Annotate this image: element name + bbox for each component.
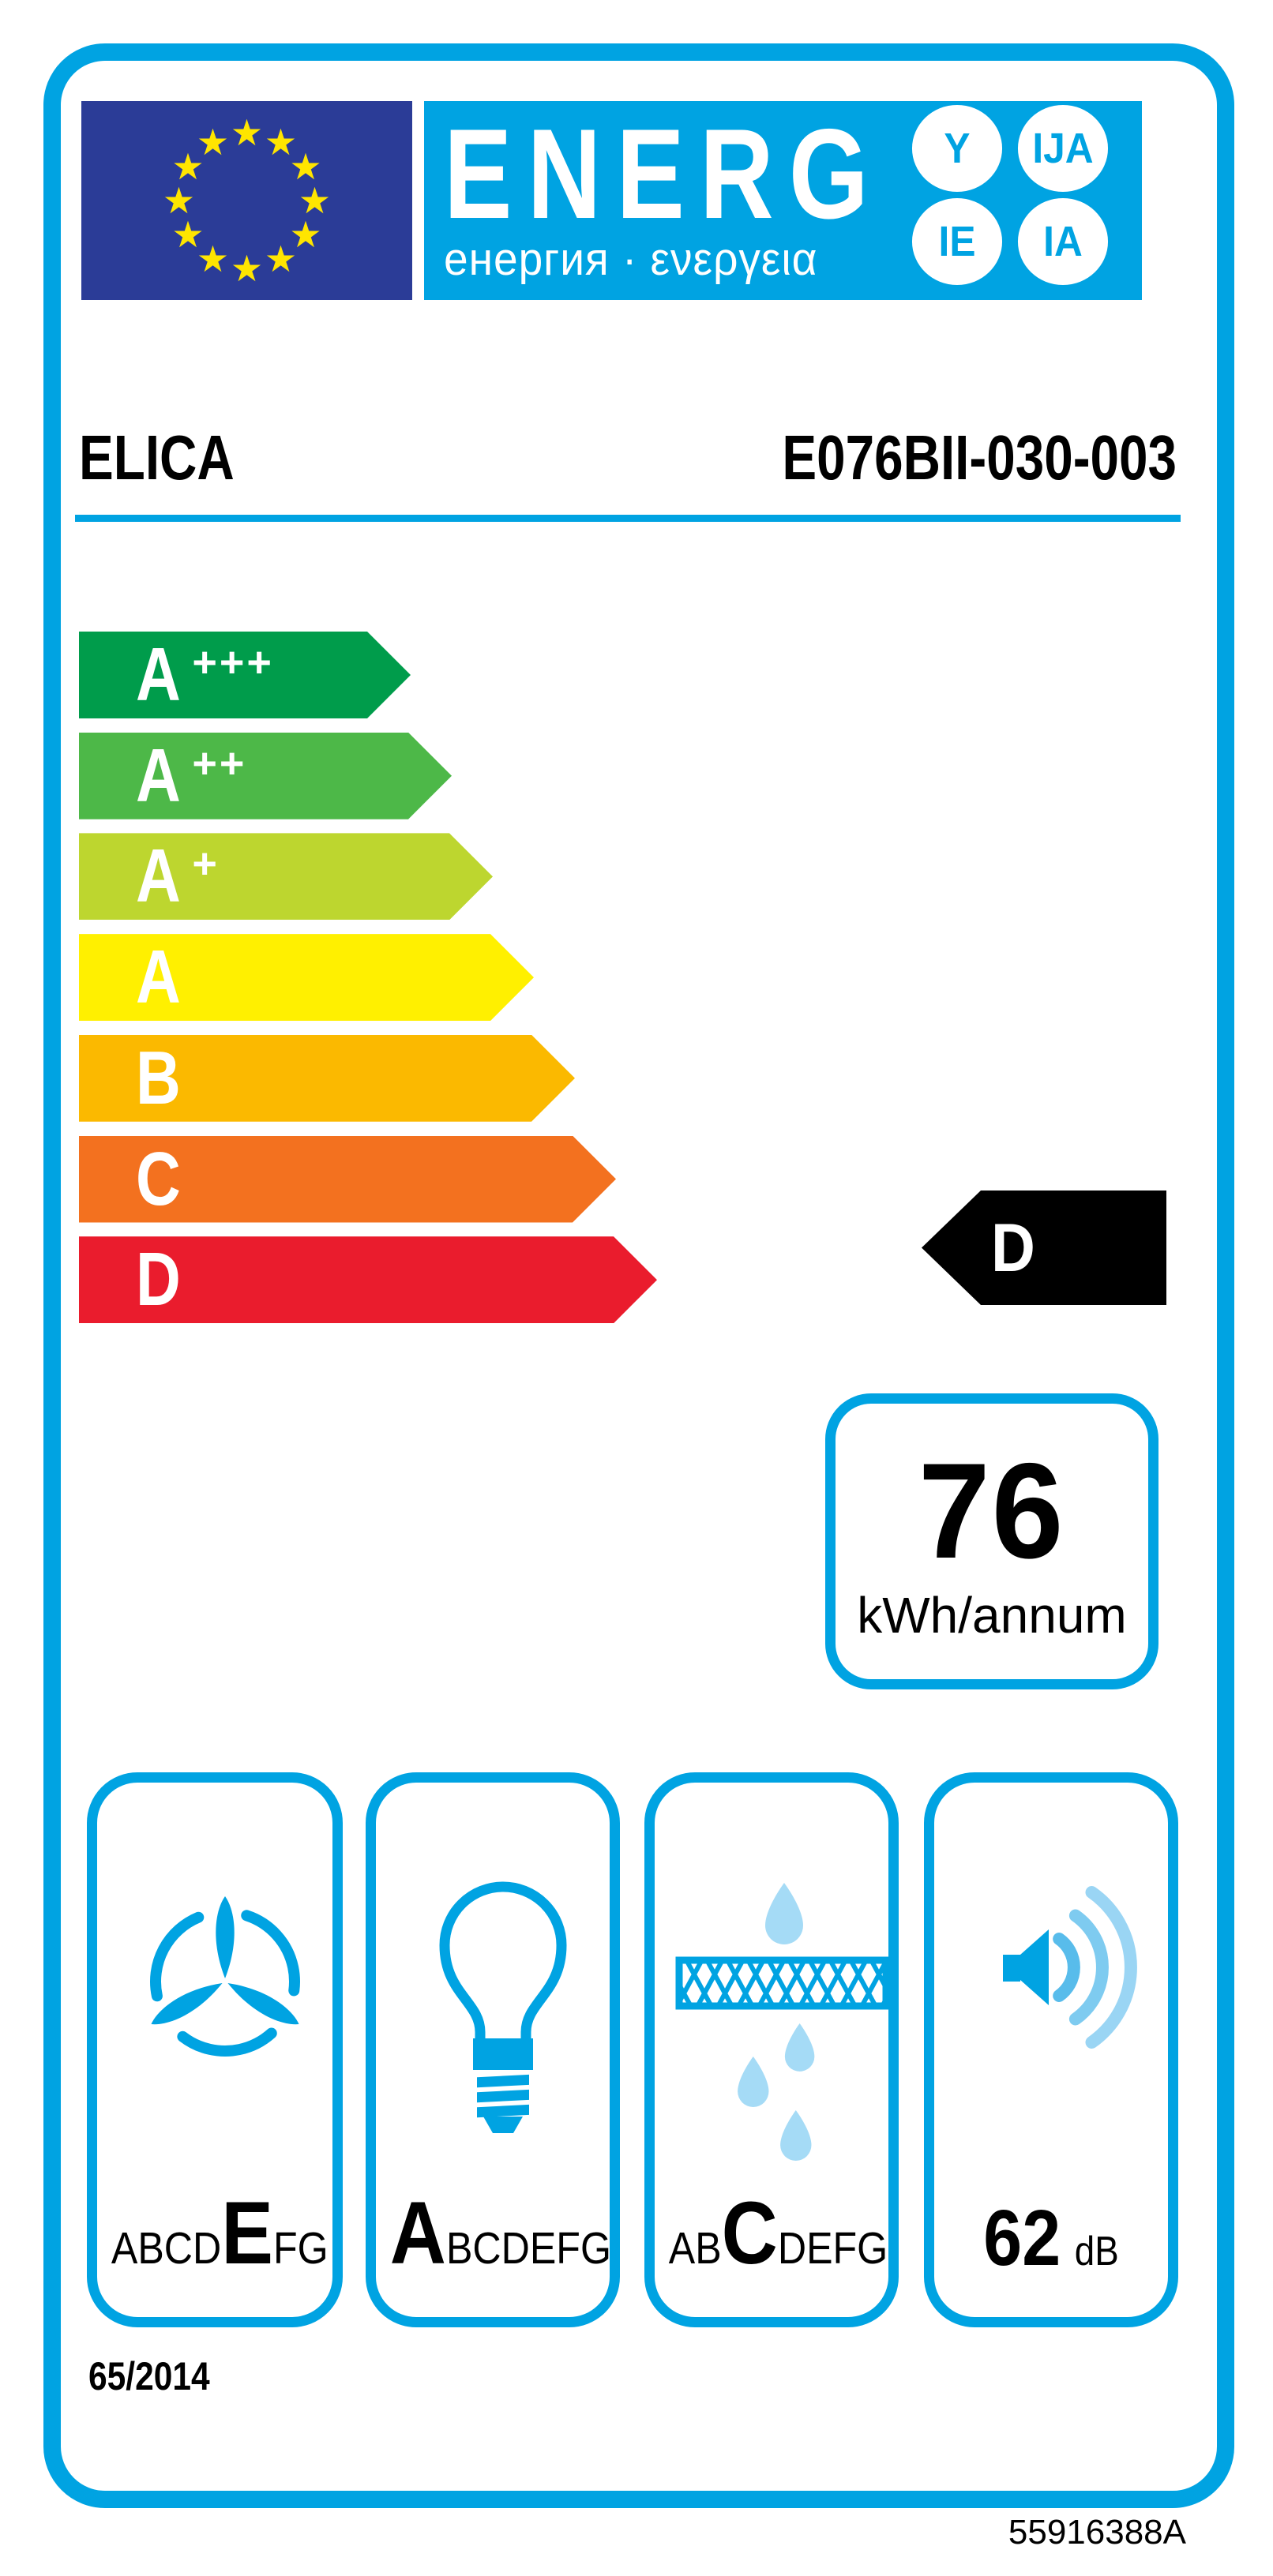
eu-star-icon: ★	[171, 145, 205, 188]
model-number: E076BII-030-003	[782, 422, 1177, 493]
class-letter: A	[136, 834, 181, 919]
fan-icon	[150, 1896, 300, 2057]
class-letter: B	[136, 1035, 181, 1120]
class-letter: A	[136, 935, 181, 1020]
energ-title: ENERG	[444, 103, 884, 246]
eu-star-icon: ★	[162, 179, 196, 222]
regulation-number: 65/2014	[88, 2354, 210, 2398]
class-arrow-A: A	[79, 934, 534, 1021]
document-code: 55916388A	[1008, 2513, 1186, 2552]
class-letter: A	[136, 632, 181, 717]
eu-flag: ★ ★ ★ ★ ★ ★ ★ ★ ★ ★ ★ ★	[81, 101, 412, 300]
consumption-unit: kWh/annum	[857, 1586, 1127, 1644]
grade-post: BCDEFG	[445, 2223, 611, 2274]
class-plus-signs: ++	[192, 739, 247, 787]
label-border	[43, 43, 1234, 2508]
energ-subtitle: енергия · ενεργεια	[444, 234, 818, 285]
class-letter: C	[136, 1136, 181, 1221]
class-plus-signs: +++	[192, 639, 274, 686]
feature-box-fluid-dynamic: ABCDEFG	[87, 1772, 343, 2327]
grade-value: A	[389, 2184, 446, 2282]
grade-row-grease-filter: ABCDEFG	[668, 2189, 888, 2278]
rated-class-arrow: D	[922, 1191, 1166, 1305]
class-arrow-A++: A ++	[79, 733, 452, 819]
class-arrow-B: B	[79, 1035, 575, 1122]
grade-row-lighting: ABCDEFG	[390, 2189, 611, 2278]
eu-star-icon: ★	[196, 120, 230, 163]
noise-unit: dB	[1074, 2229, 1119, 2274]
feature-box-lighting: ABCDEFG	[366, 1772, 620, 2327]
grade-post: DEFG	[777, 2223, 888, 2274]
light-bulb-icon	[439, 1881, 567, 2133]
eu-star-icon: ★	[196, 238, 230, 281]
grade-value: C	[721, 2184, 778, 2282]
grade-row-fluid-dynamic: ABCDEFG	[111, 2189, 329, 2278]
eu-star-icon: ★	[289, 213, 322, 256]
class-arrow-C: C	[79, 1136, 616, 1223]
eu-star-icon: ★	[264, 120, 298, 163]
feature-box-grease-filter: ABCDEFG	[644, 1772, 899, 2327]
class-arrow-A+++: A +++	[79, 632, 411, 718]
energ-suffix-ija: IJA	[1017, 105, 1109, 192]
class-plus-signs: +	[192, 840, 220, 888]
consumption-box: 76 kWh/annum	[825, 1393, 1158, 1689]
consumption-value: 76	[918, 1434, 1065, 1587]
class-letter: D	[136, 1237, 181, 1322]
grade-value: E	[221, 2184, 273, 2282]
class-letter: A	[136, 733, 181, 818]
noise-value: 62	[983, 2194, 1061, 2282]
class-arrow-D: D	[79, 1236, 657, 1323]
class-arrow-A+: A +	[79, 833, 493, 920]
grade-pre: ABCD	[111, 2223, 222, 2274]
eu-star-icon: ★	[171, 213, 205, 256]
rated-class-letter: D	[991, 1209, 1035, 1286]
brand-name: ELICA	[79, 422, 235, 493]
eu-star-icon: ★	[230, 111, 264, 154]
eu-star-icon: ★	[230, 247, 264, 290]
feature-box-noise: 62 dB	[924, 1772, 1178, 2327]
header-divider	[75, 515, 1181, 522]
eu-star-icon: ★	[264, 238, 298, 281]
noise-row: 62 dB	[948, 2199, 1154, 2278]
grade-pre: AB	[668, 2223, 722, 2274]
energ-suffix-y: Y	[911, 105, 1003, 192]
grease-filter-icon	[675, 1883, 890, 2161]
grade-post: FG	[272, 2223, 329, 2274]
eu-star-icon: ★	[298, 179, 332, 222]
energ-suffix-ie: IE	[911, 198, 1003, 285]
speaker-icon	[1003, 1886, 1137, 2049]
energ-suffix-ia: IA	[1017, 198, 1109, 285]
eu-star-icon: ★	[289, 145, 322, 188]
